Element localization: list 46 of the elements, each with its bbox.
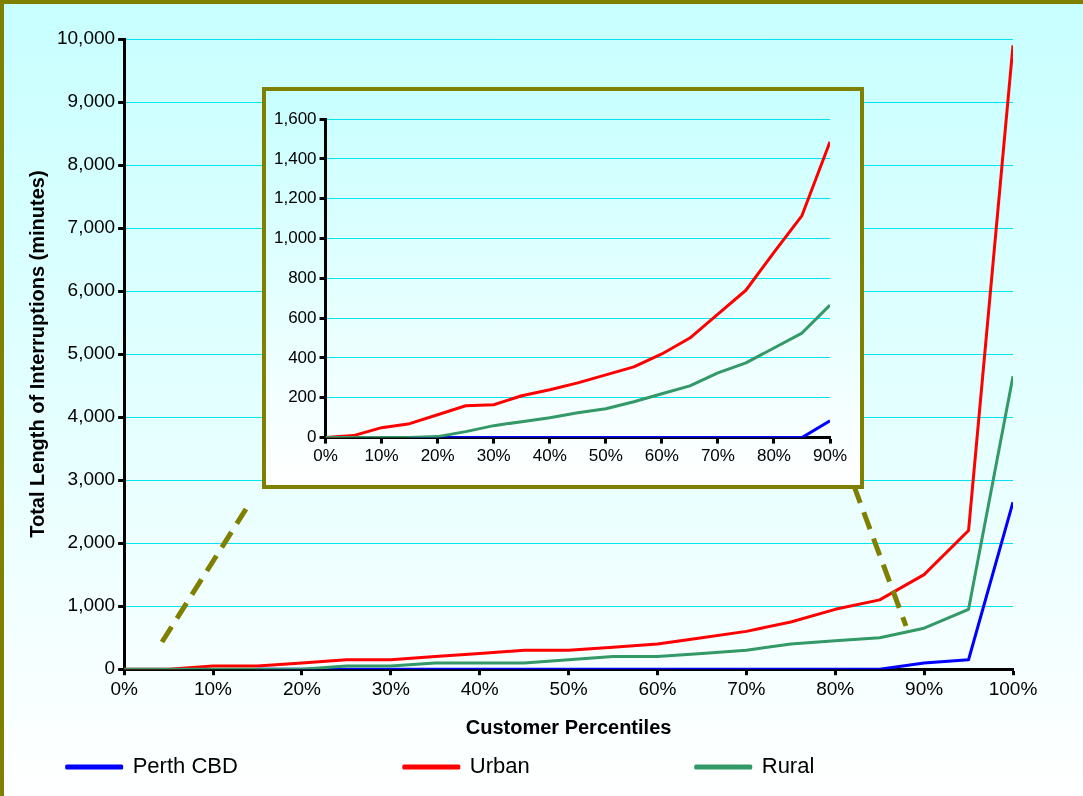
y-tick-label: 0 xyxy=(104,657,116,679)
x-tick-label: 70% xyxy=(727,677,766,699)
y-tick-label: 3,000 xyxy=(67,468,116,490)
y-tick-label: 400 xyxy=(288,347,317,367)
y-tick-label: 1,200 xyxy=(273,188,317,208)
y-tick-label: 7,000 xyxy=(67,216,116,238)
x-tick-label: 80% xyxy=(756,446,791,466)
x-tick-label: 50% xyxy=(549,677,588,699)
y-tick-label: 2,000 xyxy=(67,531,116,553)
legend-label: Perth CBD xyxy=(132,753,392,779)
x-tick-label: 20% xyxy=(420,446,455,466)
y-tick-label: 800 xyxy=(288,267,317,287)
x-tick-label: 40% xyxy=(460,677,499,699)
legend-label: Urban xyxy=(469,753,684,779)
y-tick-label: 200 xyxy=(288,387,317,407)
x-tick-label: 80% xyxy=(816,677,855,699)
x-tick-label: 10% xyxy=(193,677,233,699)
x-tick-label: 30% xyxy=(371,677,410,699)
y-tick-label: 6,000 xyxy=(67,279,116,301)
x-tick-label: 90% xyxy=(905,677,944,699)
y-tick-label: 5,000 xyxy=(67,342,116,364)
x-tick-label: 60% xyxy=(638,677,677,699)
x-tick-label: 30% xyxy=(476,446,511,466)
x-axis-title: Customer Percentiles xyxy=(465,715,672,738)
y-tick-label: 1,600 xyxy=(273,108,317,128)
x-tick-label: 70% xyxy=(700,446,735,466)
x-tick-label: 40% xyxy=(532,446,567,466)
x-tick-label: 90% xyxy=(812,446,848,466)
y-tick-label: 600 xyxy=(288,307,317,327)
x-tick-label: 100% xyxy=(988,677,1038,699)
y-tick-label: 8,000 xyxy=(67,153,116,175)
x-tick-label: 0% xyxy=(313,446,338,466)
y-axis-title: Total Length of Interruptions (minutes) xyxy=(25,170,48,538)
legend-label: Rural xyxy=(761,753,969,779)
y-tick-label: 4,000 xyxy=(67,405,116,427)
x-tick-label: 60% xyxy=(644,446,679,466)
y-tick-label: 1,000 xyxy=(67,594,116,616)
y-tick-label: 9,000 xyxy=(67,90,116,112)
y-tick-label: 10,000 xyxy=(56,27,116,49)
y-tick-label: 1,000 xyxy=(273,228,317,248)
x-tick-label: 20% xyxy=(282,677,322,699)
y-tick-label: 0 xyxy=(307,427,317,447)
x-tick-label: 0% xyxy=(110,677,138,699)
y-tick-label: 1,400 xyxy=(273,148,317,168)
x-tick-label: 50% xyxy=(588,446,623,466)
x-tick-label: 10% xyxy=(364,446,399,466)
